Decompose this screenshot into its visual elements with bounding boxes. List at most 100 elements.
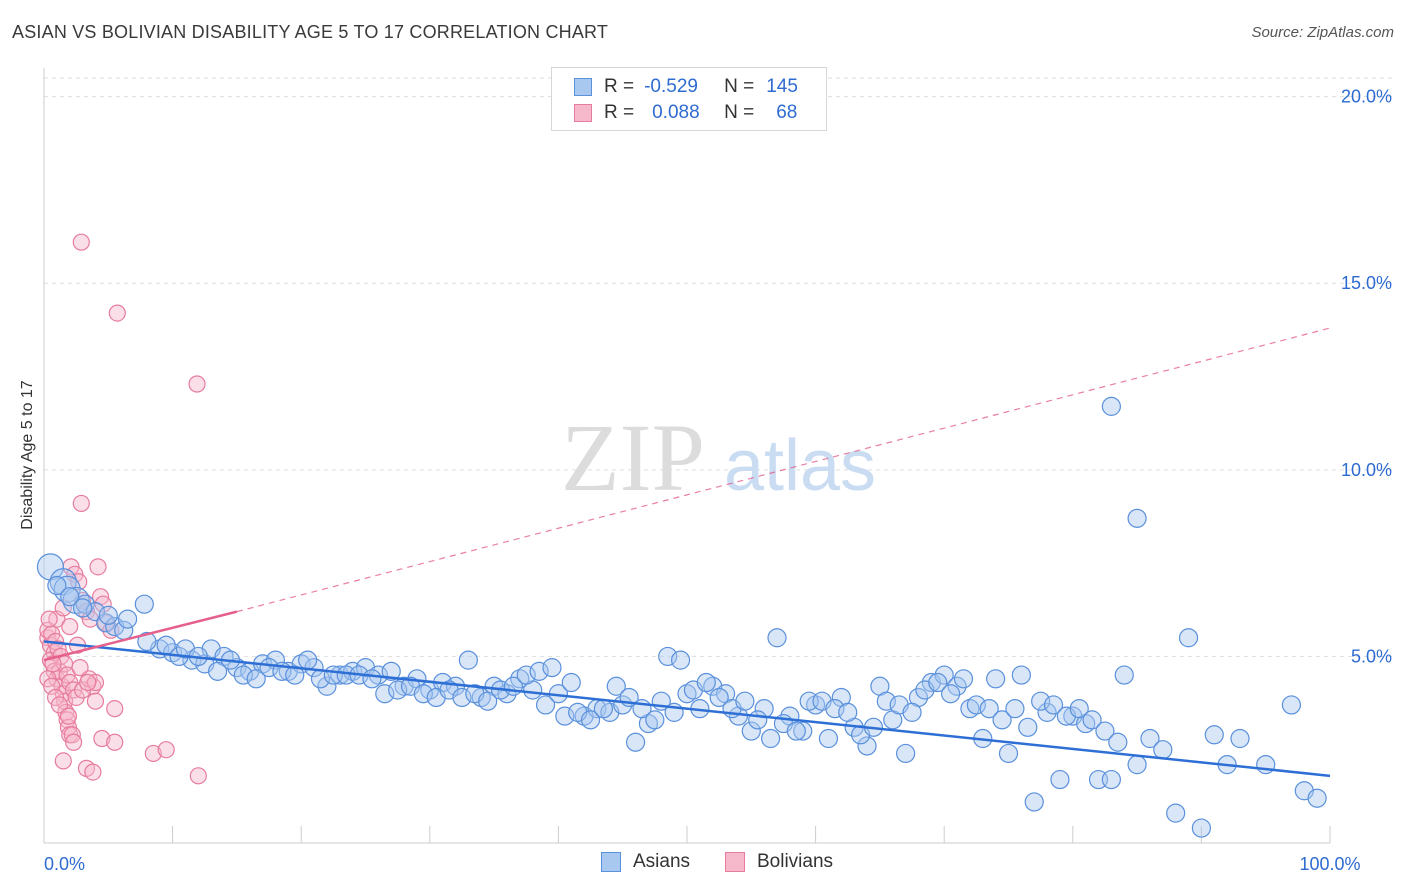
asian-point bbox=[818, 728, 839, 749]
series-legend: Asians Bolivians bbox=[0, 851, 1406, 877]
bolivian-point bbox=[144, 744, 162, 763]
asian-point bbox=[1005, 699, 1025, 719]
asian-point bbox=[298, 650, 318, 670]
watermark-zip: ZIP bbox=[561, 404, 705, 511]
asian-swatch bbox=[574, 78, 592, 96]
bolivian-point bbox=[59, 707, 78, 725]
bolivian-point bbox=[70, 573, 88, 591]
asian-point bbox=[1082, 710, 1102, 730]
asian-point bbox=[941, 684, 961, 704]
asian-point bbox=[902, 702, 922, 722]
asian-point bbox=[760, 728, 781, 749]
asian-point bbox=[625, 732, 646, 752]
asian-point bbox=[1108, 732, 1128, 752]
legend-item-asians[interactable]: Asians bbox=[601, 851, 690, 873]
bolivian-point bbox=[84, 763, 102, 781]
bolivian-point bbox=[106, 733, 124, 751]
asian-point bbox=[134, 594, 154, 614]
asian-point bbox=[1101, 396, 1121, 416]
asian-point bbox=[1043, 695, 1064, 715]
asian-point bbox=[233, 665, 253, 685]
asian-point bbox=[1011, 665, 1031, 685]
bolivian-swatch bbox=[574, 104, 592, 122]
bolivian-point bbox=[106, 700, 124, 718]
asian-point bbox=[516, 665, 536, 685]
bolivian-trend-extension bbox=[236, 327, 1331, 613]
bolivian-point bbox=[188, 375, 206, 393]
asian-point bbox=[767, 628, 787, 648]
asian-point bbox=[658, 646, 678, 667]
asian-point bbox=[458, 650, 478, 670]
asian-point bbox=[1140, 728, 1160, 749]
asian-point bbox=[966, 695, 986, 715]
bolivian-point bbox=[61, 617, 79, 636]
asian-point bbox=[876, 691, 896, 711]
asian-point bbox=[1153, 740, 1173, 760]
asian-point bbox=[953, 669, 974, 689]
asian-point bbox=[580, 710, 601, 730]
bolivian-point bbox=[89, 558, 107, 576]
asian-trend-line bbox=[43, 640, 1331, 778]
asian-point bbox=[606, 676, 626, 696]
legend-row-bolivian: R = 0.088 N = 68 bbox=[574, 101, 797, 125]
asian-point bbox=[1101, 769, 1121, 790]
asian-point bbox=[1024, 792, 1044, 812]
asian-point bbox=[1166, 803, 1186, 823]
asian-point bbox=[1230, 728, 1250, 749]
bolivian-point bbox=[157, 741, 175, 759]
asian-point bbox=[362, 669, 382, 689]
asian-point bbox=[1204, 725, 1224, 745]
source-label: Source: ZipAtlas.com bbox=[1251, 24, 1394, 41]
asian-point bbox=[793, 721, 813, 741]
asian-swatch bbox=[601, 852, 621, 872]
asian-point bbox=[896, 743, 916, 764]
legend-r-value: -0.529 bbox=[644, 76, 698, 97]
asian-point bbox=[1031, 691, 1051, 711]
legend-r-value: 0.088 bbox=[652, 102, 700, 123]
y-tick-label: 10.0% bbox=[1341, 460, 1392, 480]
asian-point bbox=[535, 695, 556, 715]
trend-layer bbox=[43, 327, 1331, 778]
bolivian-point bbox=[93, 729, 111, 748]
asian-point bbox=[1018, 717, 1038, 737]
asian-point bbox=[208, 661, 228, 681]
asian-point bbox=[137, 631, 157, 652]
legend-r-label: R = bbox=[604, 76, 635, 97]
asian-point bbox=[1127, 755, 1147, 775]
asian-point bbox=[838, 702, 858, 722]
bolivian-point bbox=[71, 659, 89, 677]
asian-point bbox=[1114, 665, 1134, 685]
watermark: ZIP atlas bbox=[561, 404, 876, 511]
asian-point bbox=[555, 706, 575, 726]
asian-point bbox=[1037, 702, 1057, 722]
legend-row-asian: R = -0.529 N = 145 bbox=[574, 75, 798, 99]
y-tick-label: 15.0% bbox=[1341, 273, 1392, 293]
asian-point bbox=[1127, 508, 1147, 528]
asian-point bbox=[285, 665, 305, 685]
bolivian-point bbox=[108, 304, 126, 322]
legend-label: Asians bbox=[633, 851, 691, 872]
axes-layer bbox=[43, 68, 1331, 844]
asian-point bbox=[928, 672, 948, 693]
y-tick-label: 20.0% bbox=[1341, 87, 1392, 107]
asian-point bbox=[259, 658, 279, 678]
asian-point bbox=[1191, 818, 1212, 838]
asian-point bbox=[670, 650, 691, 670]
asian-point bbox=[317, 676, 337, 696]
bolivian-point bbox=[79, 673, 97, 692]
asian-point bbox=[117, 609, 138, 629]
asian-point bbox=[992, 710, 1012, 730]
asian-point bbox=[330, 665, 350, 685]
bolivian-point bbox=[54, 752, 72, 770]
bolivian-point bbox=[189, 767, 207, 785]
legend-n-value: 145 bbox=[766, 76, 798, 97]
asian-point bbox=[1050, 769, 1070, 790]
bolivian-point bbox=[43, 677, 61, 695]
asian-point bbox=[825, 699, 845, 719]
bolivian-point bbox=[72, 233, 90, 251]
bolivian-point bbox=[72, 494, 90, 513]
legend-item-bolivians[interactable]: Bolivians bbox=[725, 851, 833, 873]
asian-point bbox=[735, 691, 755, 711]
asian-point bbox=[979, 699, 999, 719]
asian-point bbox=[47, 575, 67, 596]
